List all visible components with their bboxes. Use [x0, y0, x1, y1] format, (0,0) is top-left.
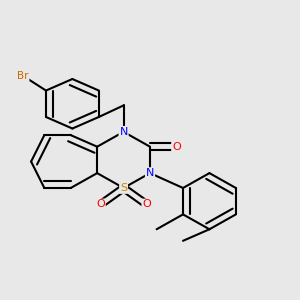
Text: N: N [146, 168, 154, 178]
Text: O: O [96, 200, 105, 209]
Text: O: O [142, 200, 151, 209]
Text: N: N [119, 127, 128, 137]
Text: O: O [172, 142, 181, 152]
Text: Br: Br [17, 71, 28, 81]
Text: S: S [120, 183, 127, 193]
